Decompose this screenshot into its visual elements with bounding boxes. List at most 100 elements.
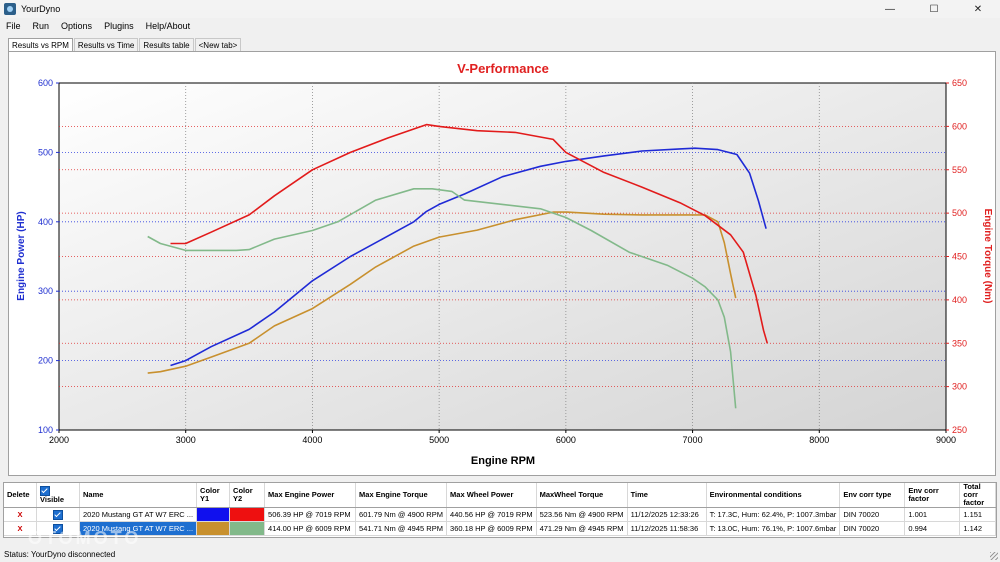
menu-plugins[interactable]: Plugins: [104, 21, 134, 31]
visible-all-checkbox[interactable]: [40, 486, 50, 496]
env-conditions: T: 13.0C, Hum: 76.1%, P: 1007.6mbar: [706, 521, 841, 536]
col-time[interactable]: Time: [627, 483, 707, 508]
title-bar: YourDyno — ☐ ✕: [0, 0, 1000, 18]
visible-checkbox[interactable]: [53, 523, 63, 534]
total-corr-factor: 1.151: [959, 507, 996, 522]
menu-file[interactable]: File: [6, 21, 21, 31]
menu-bar: File Run Options Plugins Help/About: [0, 18, 1000, 34]
app-logo-icon: [4, 3, 16, 15]
col-color-y1[interactable]: Color Y1: [196, 483, 231, 508]
resize-grip-icon[interactable]: [990, 552, 998, 560]
x-tick-label: 5000: [429, 435, 449, 445]
y2-tick-label: 450: [952, 252, 967, 262]
x-tick-label: 7000: [683, 435, 703, 445]
tick-layer: 2000 3000 4000 5000 6000 7000 8000 9000 100 200 30…: [38, 78, 967, 445]
col-max-engine-power[interactable]: Max Engine Power: [264, 483, 357, 508]
table-header-row: Delete Visible Name Color Y1 Color Y2 Ma…: [4, 483, 996, 508]
max-engine-power: 506.39 HP @ 7019 RPM: [264, 507, 357, 522]
menu-run[interactable]: Run: [32, 21, 50, 31]
col-max-engine-torque[interactable]: Max Engine Torque: [355, 483, 448, 508]
y2-tick-label: 400: [952, 295, 967, 305]
tab-results-vs-time[interactable]: Results vs Time: [73, 38, 139, 52]
col-name[interactable]: Name: [79, 483, 198, 508]
y-axis-label: Engine Power (HP): [16, 211, 27, 300]
y2-tick-label: 250: [952, 425, 967, 435]
color-y1-fill: [197, 522, 229, 535]
menu-help-about[interactable]: Help/About: [145, 21, 191, 31]
max-wheel-torque: 471.29 Nm @ 4945 RPM: [536, 521, 628, 536]
col-env-corr-factor[interactable]: Env corr factor: [904, 483, 961, 508]
color-y2-swatch[interactable]: [229, 521, 266, 536]
env-conditions: T: 17.3C, Hum: 62.4%, P: 1007.3mbar: [706, 507, 841, 522]
x-tick-label: 6000: [556, 435, 576, 445]
col-env-corr-type[interactable]: Env corr type: [839, 483, 906, 508]
total-corr-factor: 1.142: [959, 521, 996, 536]
col-max-wheel-torque[interactable]: MaxWheel Torque: [536, 483, 628, 508]
visible-checkbox[interactable]: [53, 509, 63, 520]
env-corr-type[interactable]: DIN 70020: [839, 507, 906, 522]
runs-table: Delete Visible Name Color Y1 Color Y2 Ma…: [4, 483, 996, 536]
x-tick-label: 8000: [809, 435, 829, 445]
y2-axis-label: Engine Torque (Nm): [982, 209, 993, 304]
series-line-3: [147, 188, 737, 409]
col-total-corr-factor[interactable]: Total corr factor: [959, 483, 996, 508]
env-corr-type[interactable]: DIN 70020: [839, 521, 906, 536]
max-engine-torque: 541.71 Nm @ 4945 RPM: [355, 521, 448, 536]
close-button[interactable]: ✕: [973, 3, 983, 15]
visible-cell: [36, 521, 80, 536]
run-name[interactable]: 2020 Mustang GT AT W7 ERC ...: [79, 507, 198, 522]
col-color-y2[interactable]: Color Y2: [229, 483, 266, 508]
color-y1-fill: [197, 508, 229, 521]
menu-options[interactable]: Options: [61, 21, 93, 31]
y2-tick-label: 500: [952, 208, 967, 218]
env-corr-factor: 0.994: [904, 521, 961, 536]
tab-strip: Results vs RPM Results vs Time Results t…: [8, 38, 242, 52]
series-line-1: [147, 211, 737, 374]
chart-panel: V-Performance 2000 3000 4000 5000 6000 7000 80…: [8, 51, 996, 476]
x-tick-label: 4000: [302, 435, 322, 445]
y-tick-label: 600: [38, 78, 53, 88]
col-env-conditions[interactable]: Environmental conditions: [706, 483, 841, 508]
y2-tick-label: 600: [952, 121, 967, 131]
col-max-wheel-power[interactable]: Max Wheel Power: [446, 483, 537, 508]
run-name[interactable]: 2020 Mustang GT AT W7 ERC ...: [79, 521, 198, 536]
tab-results-vs-rpm[interactable]: Results vs RPM: [8, 38, 73, 52]
window-title: YourDyno: [21, 4, 61, 14]
tab-results-table[interactable]: Results table: [139, 38, 194, 52]
table-row[interactable]: X 2020 Mustang GT AT W7 ERC ... 414.00 H…: [4, 521, 996, 536]
watermark: OTOMOTO: [28, 528, 142, 548]
x-axis-label: Engine RPM: [471, 455, 535, 467]
max-engine-power: 414.00 HP @ 6009 RPM: [264, 521, 357, 536]
status-text: Status: YourDyno disconnected: [4, 549, 116, 559]
y-tick-label: 300: [38, 286, 53, 296]
color-y2-swatch[interactable]: [229, 507, 266, 522]
delete-run-button[interactable]: X: [4, 521, 37, 536]
color-y1-swatch[interactable]: [196, 521, 231, 536]
color-y2-fill: [230, 508, 264, 521]
table-row[interactable]: X 2020 Mustang GT AT W7 ERC ... 506.39 H…: [4, 507, 996, 522]
dyno-chart: V-Performance 2000 3000 4000 5000 6000 7000 80…: [16, 61, 993, 467]
maximize-button[interactable]: ☐: [929, 3, 939, 15]
x-tick-label: 2000: [49, 435, 69, 445]
y2-tick-label: 650: [952, 78, 967, 88]
series-line-2: [170, 123, 769, 344]
max-wheel-power: 360.18 HP @ 6009 RPM: [446, 521, 537, 536]
y2-tick-label: 550: [952, 165, 967, 175]
chart-title: V-Performance: [457, 61, 549, 76]
x-tick-label: 3000: [176, 435, 196, 445]
color-y1-swatch[interactable]: [196, 507, 231, 522]
tab-new[interactable]: <New tab>: [194, 38, 242, 52]
color-y2-fill: [230, 522, 264, 535]
y2-tick-label: 300: [952, 382, 967, 392]
y-tick-label: 200: [38, 356, 53, 366]
minimize-button[interactable]: —: [885, 3, 895, 15]
col-visible[interactable]: Visible: [36, 483, 80, 508]
env-corr-factor: 1.001: [904, 507, 961, 522]
window-controls: — ☐ ✕: [868, 0, 1000, 18]
y-tick-label: 400: [38, 217, 53, 227]
grid-layer: [59, 83, 946, 430]
col-delete[interactable]: Delete: [4, 483, 37, 508]
delete-run-button[interactable]: X: [4, 507, 37, 522]
col-visible-label: Visible: [40, 495, 65, 504]
x-tick-label: 9000: [936, 435, 956, 445]
